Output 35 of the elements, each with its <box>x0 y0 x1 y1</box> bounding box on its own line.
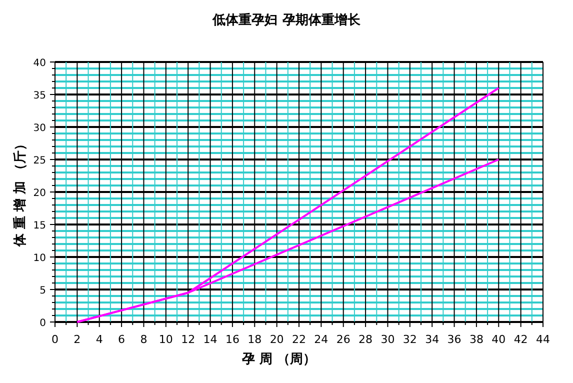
x-tick-label: 36 <box>447 333 462 346</box>
x-tick-label: 44 <box>536 333 550 346</box>
y-tick-label: 15 <box>33 220 46 232</box>
x-tick-label: 42 <box>514 333 528 346</box>
x-tick-label: 10 <box>158 333 173 346</box>
x-tick-label: 24 <box>314 333 328 346</box>
x-tick-label: 8 <box>140 333 148 346</box>
x-tick-label: 0 <box>52 333 58 346</box>
y-tick-label: 35 <box>33 90 46 102</box>
x-tick-label: 14 <box>203 333 218 346</box>
x-tick-label: 22 <box>292 333 306 346</box>
y-tick-label: 40 <box>33 58 46 69</box>
y-tick-label: 10 <box>33 253 46 264</box>
y-tick-label: 25 <box>33 156 46 166</box>
x-tick-label: 18 <box>248 333 262 346</box>
y-tick-label: 5 <box>40 286 46 296</box>
x-tick-label: 4 <box>96 333 103 346</box>
y-tick-label: 20 <box>33 188 46 199</box>
x-tick-label: 26 <box>336 333 350 346</box>
chart-title: 低体重孕妇 孕期体重增长 <box>212 12 362 28</box>
x-tick-label: 16 <box>225 333 240 346</box>
x-tick-label: 30 <box>380 333 395 346</box>
x-tick-label: 12 <box>181 333 196 346</box>
x-tick-label: 2 <box>74 333 81 346</box>
x-tick-label: 38 <box>469 333 484 346</box>
x-tick-label: 6 <box>118 333 126 346</box>
y-tick-label: 0 <box>40 318 46 329</box>
x-tick-label: 34 <box>425 333 440 346</box>
x-axis-title: 孕 周 （周） <box>240 352 316 367</box>
x-tick-label: 20 <box>270 333 284 346</box>
x-tick-label: 40 <box>492 333 506 346</box>
y-tick-label: 30 <box>33 123 46 134</box>
y-axis-title: 体 重 增 加 （斤） <box>12 137 28 248</box>
x-tick-label: 32 <box>402 333 417 346</box>
x-tick-label: 28 <box>358 333 373 346</box>
